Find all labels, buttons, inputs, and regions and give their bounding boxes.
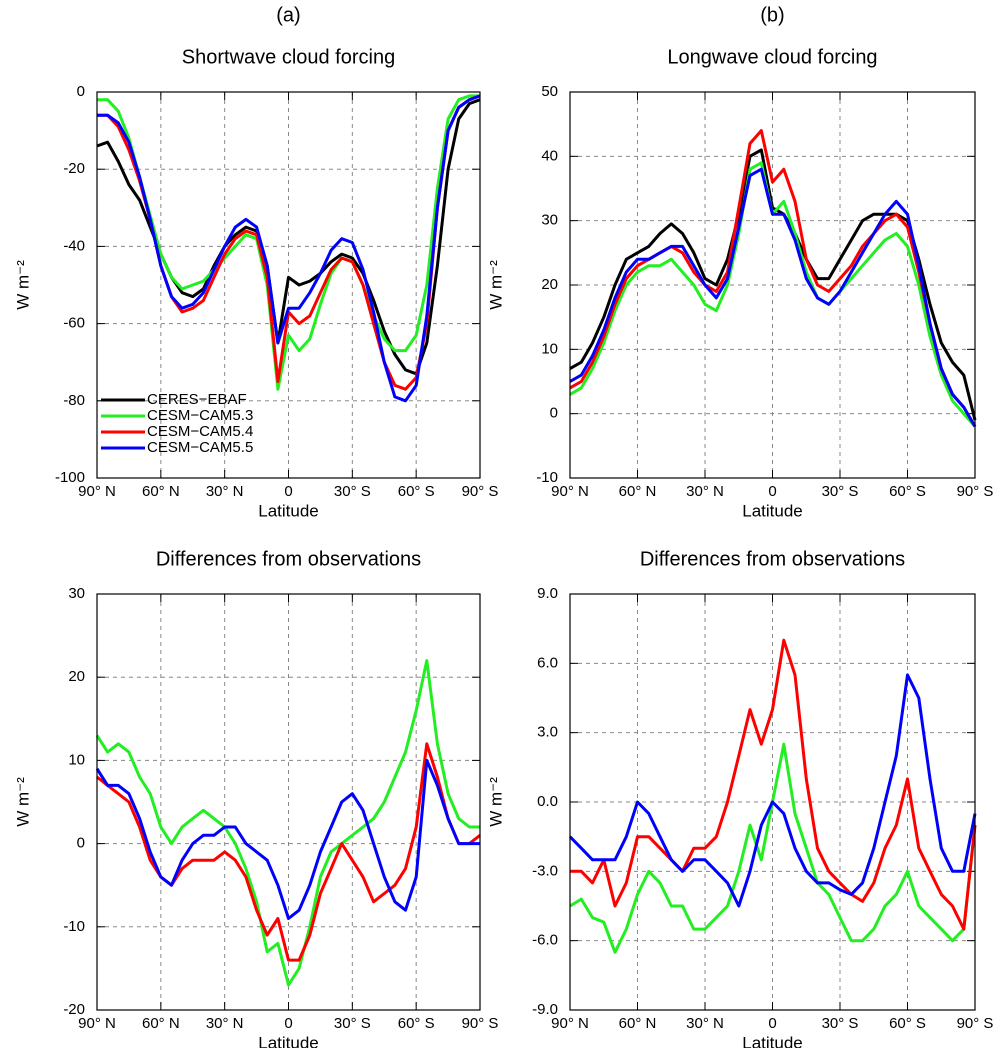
series-line	[570, 638, 977, 931]
y-tick-label: 20	[541, 276, 558, 293]
x-tick-label: 0	[768, 483, 776, 500]
y-tick-label: 0.0	[537, 793, 558, 810]
series-line	[97, 94, 481, 403]
series-line	[569, 129, 977, 428]
y-tick-label: 3.0	[537, 724, 558, 741]
y-tick-label: -9.0	[532, 1001, 558, 1018]
legend-label: CESM−CAM5.5	[147, 439, 253, 456]
plot-frame	[569, 91, 976, 479]
y-tick-label: -10	[63, 918, 85, 935]
y-tick-label: 10	[541, 340, 558, 357]
x-tick-label: 60° S	[398, 1015, 435, 1032]
x-tick-label: 60° N	[619, 483, 657, 500]
y-tick-label: 30	[541, 212, 558, 229]
x-tick-label: 90° N	[551, 483, 589, 500]
y-tick-label: -20	[63, 1001, 85, 1018]
x-axis-label: Latitude	[258, 501, 319, 520]
x-tick-label: 0	[768, 1015, 776, 1032]
y-tick-label: -20	[63, 160, 85, 177]
y-tick-label: -100	[55, 469, 85, 486]
series-line	[95, 758, 480, 920]
x-tick-label: 60° S	[398, 483, 435, 500]
chart-title: Longwave cloud forcing	[667, 46, 877, 68]
x-tick-label: 30° S	[822, 483, 859, 500]
x-tick-label: 60° N	[619, 1015, 657, 1032]
y-tick-label: 6.0	[537, 654, 558, 671]
y-tick-label: 40	[541, 147, 558, 164]
x-tick-label: 30° N	[686, 483, 724, 500]
x-tick-label: 90° S	[462, 483, 499, 500]
x-tick-label: 30° S	[334, 1015, 371, 1032]
x-tick-label: 60° N	[142, 483, 180, 500]
legend-label: CERES−EBAF	[147, 391, 247, 408]
plot-frame	[569, 593, 976, 1011]
legend-label: CESM−CAM5.4	[147, 423, 253, 440]
legend-label: CESM−CAM5.3	[147, 407, 253, 424]
x-tick-label: 90° N	[78, 1015, 116, 1032]
x-tick-label: 90° S	[957, 1015, 994, 1032]
y-tick-label: -3.0	[532, 862, 558, 879]
chart-title: Shortwave cloud forcing	[182, 46, 395, 68]
y-tick-label: -40	[63, 237, 85, 254]
y-axis-label: W m⁻²	[13, 260, 32, 310]
x-axis-label: Latitude	[258, 1033, 319, 1048]
x-axis-label: Latitude	[742, 1033, 803, 1048]
y-tick-label: 0	[77, 835, 85, 852]
x-tick-label: 60° S	[889, 1015, 926, 1032]
x-axis-label: Latitude	[742, 501, 803, 520]
y-tick-label: 9.0	[537, 585, 558, 602]
x-tick-label: 60° S	[889, 483, 926, 500]
y-tick-label: 0	[550, 405, 558, 422]
x-tick-label: 60° N	[142, 1015, 180, 1032]
y-axis-label: W m⁻²	[486, 777, 505, 827]
x-tick-label: 30° N	[686, 1015, 724, 1032]
series-line	[569, 167, 977, 428]
y-tick-label: -6.0	[532, 932, 558, 949]
x-tick-label: 30° S	[822, 1015, 859, 1032]
panel-label: (a)	[276, 4, 300, 26]
plot-frame	[96, 593, 481, 1011]
y-tick-label: 20	[68, 668, 85, 685]
x-tick-label: 90° S	[462, 1015, 499, 1032]
y-axis-label: W m⁻²	[486, 260, 505, 310]
plot-frame	[96, 91, 481, 479]
y-tick-label: -60	[63, 315, 85, 332]
x-tick-label: 0	[284, 483, 292, 500]
series-line	[568, 673, 977, 908]
panel-label: (b)	[760, 4, 784, 26]
y-tick-label: 10	[68, 751, 85, 768]
chart-title: Differences from observations	[640, 548, 905, 570]
x-tick-label: 30° N	[206, 1015, 244, 1032]
x-tick-label: 30° S	[334, 483, 371, 500]
x-tick-label: 90° S	[957, 483, 994, 500]
y-tick-label: 30	[68, 585, 85, 602]
y-axis-label: W m⁻²	[13, 777, 32, 827]
series-line	[95, 659, 480, 987]
x-tick-label: 30° N	[206, 483, 244, 500]
x-tick-label: 90° N	[551, 1015, 589, 1032]
y-tick-label: 50	[541, 83, 558, 100]
y-tick-label: -80	[63, 392, 85, 409]
y-tick-label: -10	[536, 469, 558, 486]
series-line	[569, 742, 977, 954]
series-line	[97, 94, 480, 391]
y-tick-label: 0	[77, 83, 85, 100]
chart-title: Differences from observations	[156, 548, 421, 570]
x-tick-label: 90° N	[78, 483, 116, 500]
x-tick-label: 0	[284, 1015, 292, 1032]
